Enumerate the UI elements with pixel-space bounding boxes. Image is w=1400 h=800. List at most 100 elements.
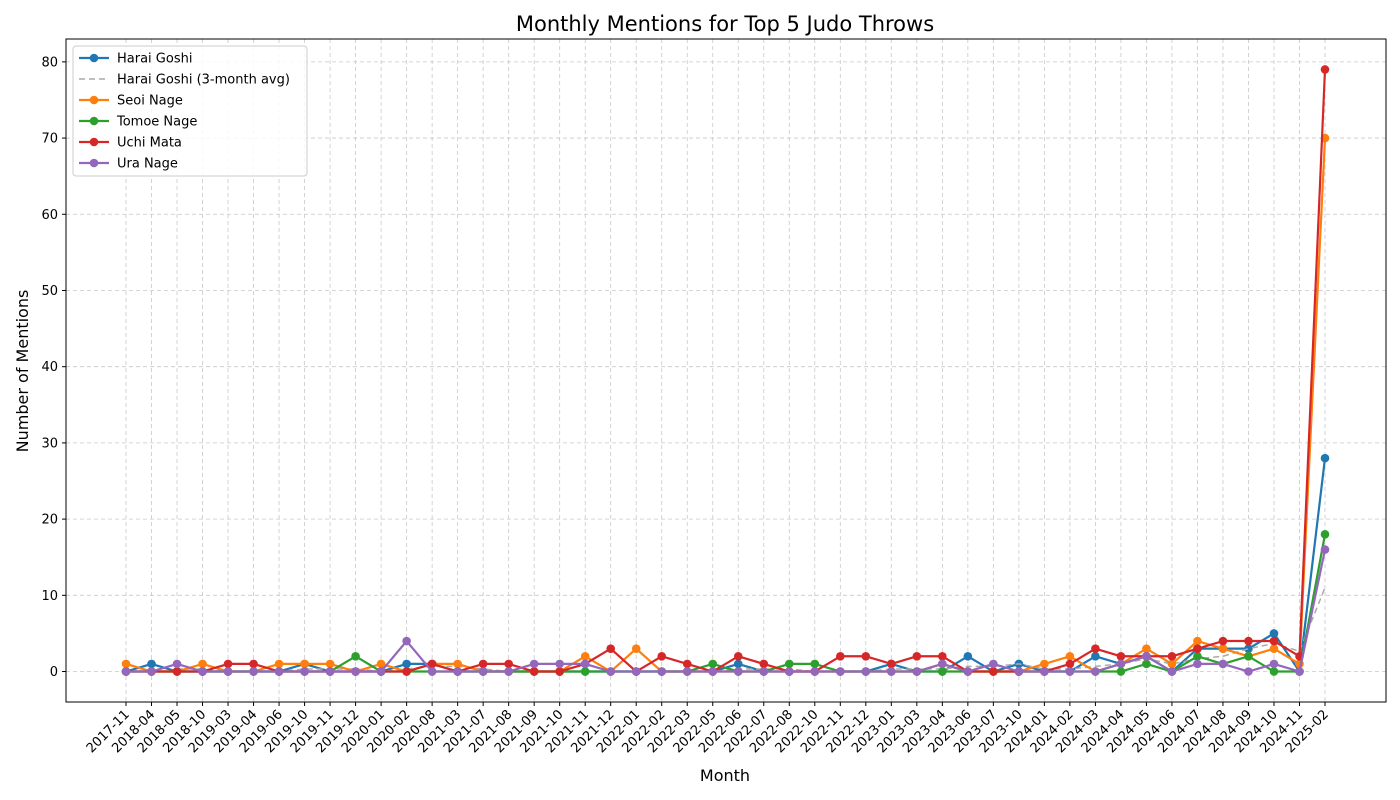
data-point-seoi-nage [300, 659, 309, 669]
data-point-harai-goshi [1091, 651, 1100, 661]
data-point-ura-nage [529, 659, 539, 669]
data-point-ura-nage [682, 667, 692, 676]
data-point-ura-nage [223, 667, 233, 676]
series-line-harai-goshi [125, 458, 1327, 673]
y-tick-label: 80 [41, 55, 58, 70]
data-point-uchi-mata [989, 667, 998, 676]
data-point-uchi-mata [1116, 651, 1126, 661]
data-point-ura-nage [989, 659, 998, 669]
legend-marker [89, 116, 99, 126]
data-point-ura-nage [1142, 651, 1151, 661]
data-point-uchi-mata [938, 651, 947, 661]
data-point-ura-nage [172, 659, 182, 669]
data-point-ura-nage [1116, 659, 1126, 669]
data-point-seoi-nage [325, 659, 335, 669]
data-point-ura-nage [938, 659, 947, 669]
data-point-ura-nage [861, 667, 871, 676]
series-line-seoi-nage [125, 138, 1327, 673]
data-point-uchi-mata [912, 651, 922, 661]
data-point-uchi-mata [861, 651, 871, 661]
grid [66, 39, 1386, 702]
series-line-harai-goshi-3-month-avg [177, 587, 1326, 673]
data-point-ura-nage [912, 667, 922, 676]
data-point-uchi-mata [835, 651, 845, 661]
y-axis-label: Number of Mentions [13, 290, 32, 453]
data-point-ura-nage [606, 667, 616, 676]
legend-marker [89, 137, 99, 147]
chart-title: Monthly Mentions for Top 5 Judo Throws [516, 12, 934, 36]
data-point-ura-nage [555, 659, 564, 669]
data-point-ura-nage [1244, 667, 1253, 676]
data-point-tomoe-nage [784, 659, 794, 669]
plot-frame [65, 38, 1387, 703]
legend-label: Harai Goshi [117, 52, 192, 67]
x-axis-label: Month [700, 766, 750, 785]
data-point-uchi-mata [657, 651, 667, 661]
data-point-ura-nage [198, 667, 207, 676]
data-point-harai-goshi [1320, 453, 1330, 463]
data-point-ura-nage [784, 667, 794, 676]
data-point-tomoe-nage [1193, 651, 1202, 661]
data-point-harai-goshi [147, 659, 156, 669]
series-seoi-nage [121, 133, 1330, 676]
data-point-ura-nage [733, 667, 743, 676]
y-tick-label: 40 [41, 360, 58, 375]
data-point-ura-nage [453, 667, 462, 676]
data-point-ura-nage [427, 667, 437, 676]
series-harai-goshi-3-month-avg [177, 587, 1326, 673]
data-point-tomoe-nage [580, 667, 590, 676]
data-point-harai-goshi [402, 659, 411, 669]
data-point-seoi-nage [1142, 644, 1151, 653]
data-point-seoi-nage [1218, 644, 1228, 653]
data-point-ura-nage [708, 667, 718, 676]
data-point-tomoe-nage [1116, 667, 1126, 676]
y-tick-label: 70 [41, 132, 58, 147]
data-point-tomoe-nage [351, 651, 360, 661]
data-point-ura-nage [1295, 667, 1304, 676]
data-point-tomoe-nage [1142, 659, 1151, 669]
data-point-tomoe-nage [810, 659, 820, 669]
data-point-tomoe-nage [1320, 530, 1330, 539]
legend: Harai Goshi Harai Goshi (3-month avg) Seoi… [72, 45, 308, 177]
data-point-uchi-mata [887, 659, 896, 669]
data-point-uchi-mata [1193, 644, 1202, 653]
data-point-seoi-nage [198, 659, 207, 669]
data-point-uchi-mata [733, 651, 743, 661]
data-point-ura-nage [810, 667, 820, 676]
legend-marker [89, 53, 99, 63]
legend-label: Uchi Mata [117, 136, 182, 151]
data-point-uchi-mata [1091, 644, 1100, 653]
data-point-seoi-nage [121, 659, 131, 669]
data-point-ura-nage [835, 667, 845, 676]
data-point-ura-nage [887, 667, 896, 676]
legend-label: Harai Goshi (3-month avg) [117, 73, 290, 88]
data-point-harai-goshi [963, 651, 973, 661]
data-point-uchi-mata [555, 667, 564, 676]
data-point-uchi-mata [223, 659, 233, 669]
data-point-seoi-nage [1065, 651, 1075, 661]
y-tick-label: 10 [41, 589, 58, 604]
y-tick-label: 60 [41, 208, 58, 223]
data-point-seoi-nage [1040, 659, 1049, 669]
data-point-uchi-mata [402, 667, 411, 676]
data-point-uchi-mata [1218, 636, 1228, 646]
series-harai-goshi [121, 453, 1330, 676]
data-point-ura-nage [1065, 667, 1075, 676]
data-point-ura-nage [1014, 667, 1024, 676]
data-point-ura-nage [147, 667, 156, 676]
y-tick-label: 50 [41, 284, 58, 299]
data-point-ura-nage [249, 667, 258, 676]
data-point-seoi-nage [274, 659, 284, 669]
data-point-uchi-mata [606, 644, 616, 653]
series-lines [121, 65, 1330, 676]
data-point-ura-nage [402, 636, 411, 646]
data-point-ura-nage [300, 667, 309, 676]
data-point-uchi-mata [682, 659, 692, 669]
data-point-ura-nage [1320, 545, 1330, 554]
data-point-ura-nage [657, 667, 667, 676]
data-point-uchi-mata [1065, 659, 1075, 669]
data-point-uchi-mata [478, 659, 488, 669]
series-ura-nage [121, 545, 1330, 676]
data-point-uchi-mata [1244, 636, 1253, 646]
data-point-ura-nage [376, 667, 386, 676]
